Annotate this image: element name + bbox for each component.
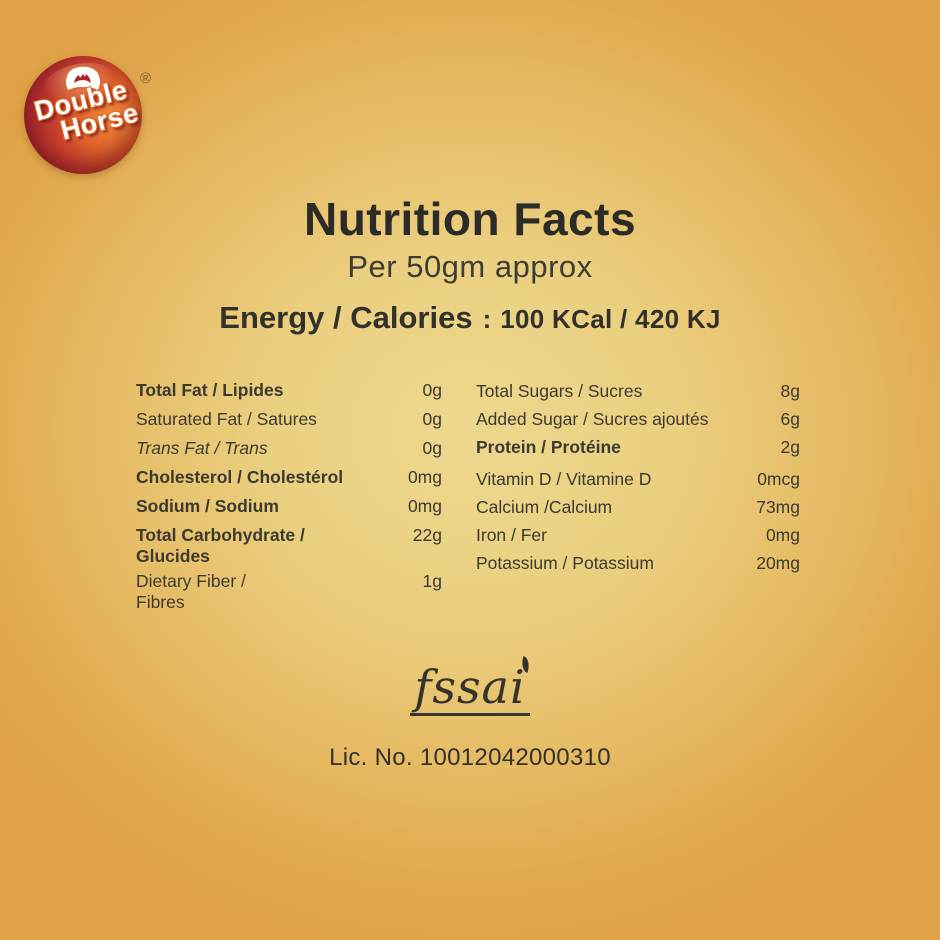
energy-calories-line: Energy / Calories : 100 KCal / 420 KJ [0,300,940,336]
row-value: 0mg [765,525,800,545]
row-label: Added Sugar / Sucres ajoutés [476,409,709,429]
registered-trademark-icon: ® [140,70,152,87]
table-row-added-sugar: Added Sugar / Sucres ajoutés 6g [476,409,800,430]
license-number: Lic. No. 10012042000310 [329,744,611,771]
table-row-sodium: Sodium / Sodium 0mg [136,496,442,517]
table-row-trans-fat: Trans Fat / Trans 0g [136,438,442,459]
energy-label: Energy / Calories [219,300,473,335]
energy-separator: : [482,304,492,334]
logo-sphere: Double Horse [24,56,142,174]
fssai-wordmark: fssai [410,655,532,716]
fssai-logo: fssai [0,655,940,716]
row-value: 8g [780,381,800,401]
row-value: 1g [422,571,442,591]
row-value: 0mcg [757,469,800,489]
row-label: Sodium / Sodium [136,496,279,516]
table-row-potassium: Potassium / Potassium 20mg [476,553,800,574]
fssai-leaf-icon [518,655,532,674]
table-row-vitamin-d: Vitamin D / Vitamine D 0mcg [476,469,800,490]
energy-value: 100 KCal / 420 KJ [500,304,721,334]
horse-emblem-icon [62,65,104,95]
nutrition-table: Total Fat / Lipides 0g Saturated Fat / S… [136,380,800,621]
row-value: 0g [422,409,442,429]
double-horse-logo: Double Horse ® [24,56,184,186]
table-row-iron: Iron / Fer 0mg [476,525,800,546]
row-label: Total Carbohydrate / Glucides [136,525,305,566]
table-row-total-fat: Total Fat / Lipides 0g [136,380,442,401]
nutrition-column-right: Total Sugars / Sucres 8g Added Sugar / S… [476,380,800,621]
table-row-cholesterol: Cholesterol / Cholestérol 0mg [136,467,442,488]
row-label: Calcium /Calcium [476,497,613,517]
row-value: 22g [412,525,442,545]
row-value: 0g [422,380,442,400]
row-value: 73mg [756,497,800,517]
table-row-saturated-fat: Saturated Fat / Satures 0g [136,409,442,430]
row-value: 20mg [756,553,800,573]
row-value: 0g [422,438,442,458]
row-label: Iron / Fer [476,525,547,545]
row-label: Dietary Fiber / Fibres [136,571,246,612]
table-row-total-carbohydrate: Total Carbohydrate / Glucides 22g [136,525,442,567]
page-title: Nutrition Facts [303,193,637,245]
row-label: Trans Fat / Trans [136,438,268,458]
row-label: Total Sugars / Sucres [476,381,643,401]
table-row-total-sugars: Total Sugars / Sucres 8g [476,381,800,402]
table-row-calcium: Calcium /Calcium 73mg [476,497,800,518]
row-value: 0mg [407,496,442,516]
row-label: Protein / Protéine [476,437,621,457]
table-row-dietary-fiber: Dietary Fiber / Fibres 1g [136,571,442,613]
serving-size-subtitle: Per 50gm approx [347,249,593,284]
row-label: Total Fat / Lipides [136,380,284,400]
row-value: 2g [780,437,800,457]
row-label: Saturated Fat / Satures [136,409,317,429]
row-label: Vitamin D / Vitamine D [476,469,652,489]
row-value: 0mg [407,467,442,487]
table-row-protein: Protein / Protéine 2g [476,437,800,458]
row-label: Potassium / Potassium [476,553,654,573]
row-label: Cholesterol / Cholestérol [136,467,344,487]
row-value: 6g [780,409,800,429]
nutrition-column-left: Total Fat / Lipides 0g Saturated Fat / S… [136,380,442,621]
